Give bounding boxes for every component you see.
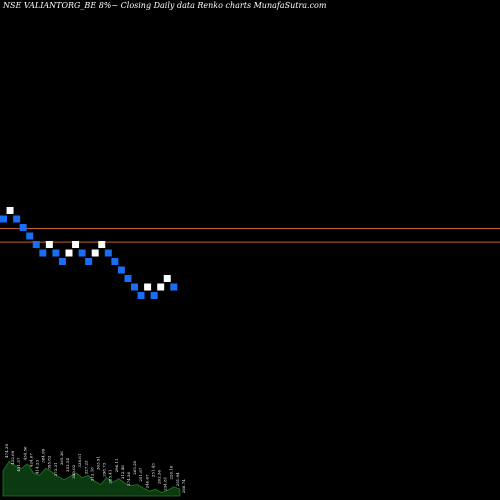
- price-label-27: 226.16: [169, 465, 174, 479]
- brick-9: [58, 258, 66, 265]
- volume-area: [2, 460, 181, 497]
- brick-22: [144, 283, 152, 291]
- price-label-17: 285.41: [108, 470, 113, 484]
- price-label-3: 434.56: [22, 446, 27, 460]
- price-label-18: 296.11: [114, 458, 119, 472]
- price-label-14: 312.16: [89, 467, 94, 481]
- brick-1: [6, 207, 14, 214]
- price-label-20: 274.56: [126, 472, 131, 486]
- price-label-24: 251.43: [150, 463, 155, 477]
- price-label-13: 327.23: [83, 460, 88, 474]
- price-label-5: 414.23: [35, 460, 40, 474]
- brick-23: [150, 292, 158, 299]
- brick-0: [0, 215, 7, 223]
- brick-12: [78, 249, 86, 257]
- horizontal-lines: [0, 228, 500, 243]
- brick-10: [65, 249, 73, 257]
- brick-16: [104, 249, 112, 257]
- price-label-21: 265.20: [132, 460, 137, 474]
- price-label-0: 474.39: [4, 444, 9, 458]
- brick-3: [19, 224, 27, 231]
- price-label-19: 312.48: [120, 465, 125, 479]
- brick-11: [72, 241, 80, 248]
- brick-24: [157, 283, 165, 291]
- volume-polygon: [2, 460, 181, 497]
- brick-19: [124, 275, 132, 282]
- price-label-11: 349.02: [71, 464, 76, 478]
- price-label-10: 352.54: [65, 458, 70, 472]
- price-label-4: 424.67: [28, 453, 33, 467]
- price-label-1: 452.69: [10, 450, 15, 464]
- price-label-9: 365.36: [59, 451, 64, 465]
- brick-14: [91, 249, 99, 257]
- brick-4: [26, 232, 34, 240]
- brick-20: [131, 283, 138, 291]
- price-label-2: 451.57: [16, 457, 21, 471]
- brick-21: [137, 292, 145, 299]
- chart-title: NSE VALIANTORG_BE 8%~ Closing Daily data…: [2, 1, 327, 10]
- brick-26: [170, 283, 178, 291]
- brick-5: [32, 241, 40, 248]
- brick-15: [98, 241, 106, 248]
- price-label-15: 303.91: [96, 456, 101, 470]
- brick-17: [111, 258, 119, 265]
- price-label-12: 338.61: [77, 454, 82, 468]
- price-label-7: 395.82: [47, 455, 52, 469]
- brick-2: [13, 215, 21, 223]
- brick-25: [163, 275, 171, 282]
- price-label-6: 384.99: [41, 448, 46, 462]
- price-label-29: 268.74: [181, 479, 186, 493]
- price-label-28: 251.94: [175, 472, 180, 486]
- brick-18: [117, 266, 125, 274]
- price-label-23: 246.67: [144, 474, 149, 488]
- brick-6: [39, 249, 47, 257]
- brick-7: [45, 241, 53, 248]
- price-label-22: 251.87: [138, 467, 143, 481]
- price-label-8: 373.31: [53, 462, 58, 476]
- price-label-25: 262.36: [157, 470, 162, 484]
- price-label-16: 298.73: [102, 462, 107, 476]
- brick-13: [85, 258, 93, 265]
- brick-8: [52, 249, 60, 257]
- renko-bricks: [0, 207, 178, 299]
- price-label-26: 234.81: [163, 477, 168, 491]
